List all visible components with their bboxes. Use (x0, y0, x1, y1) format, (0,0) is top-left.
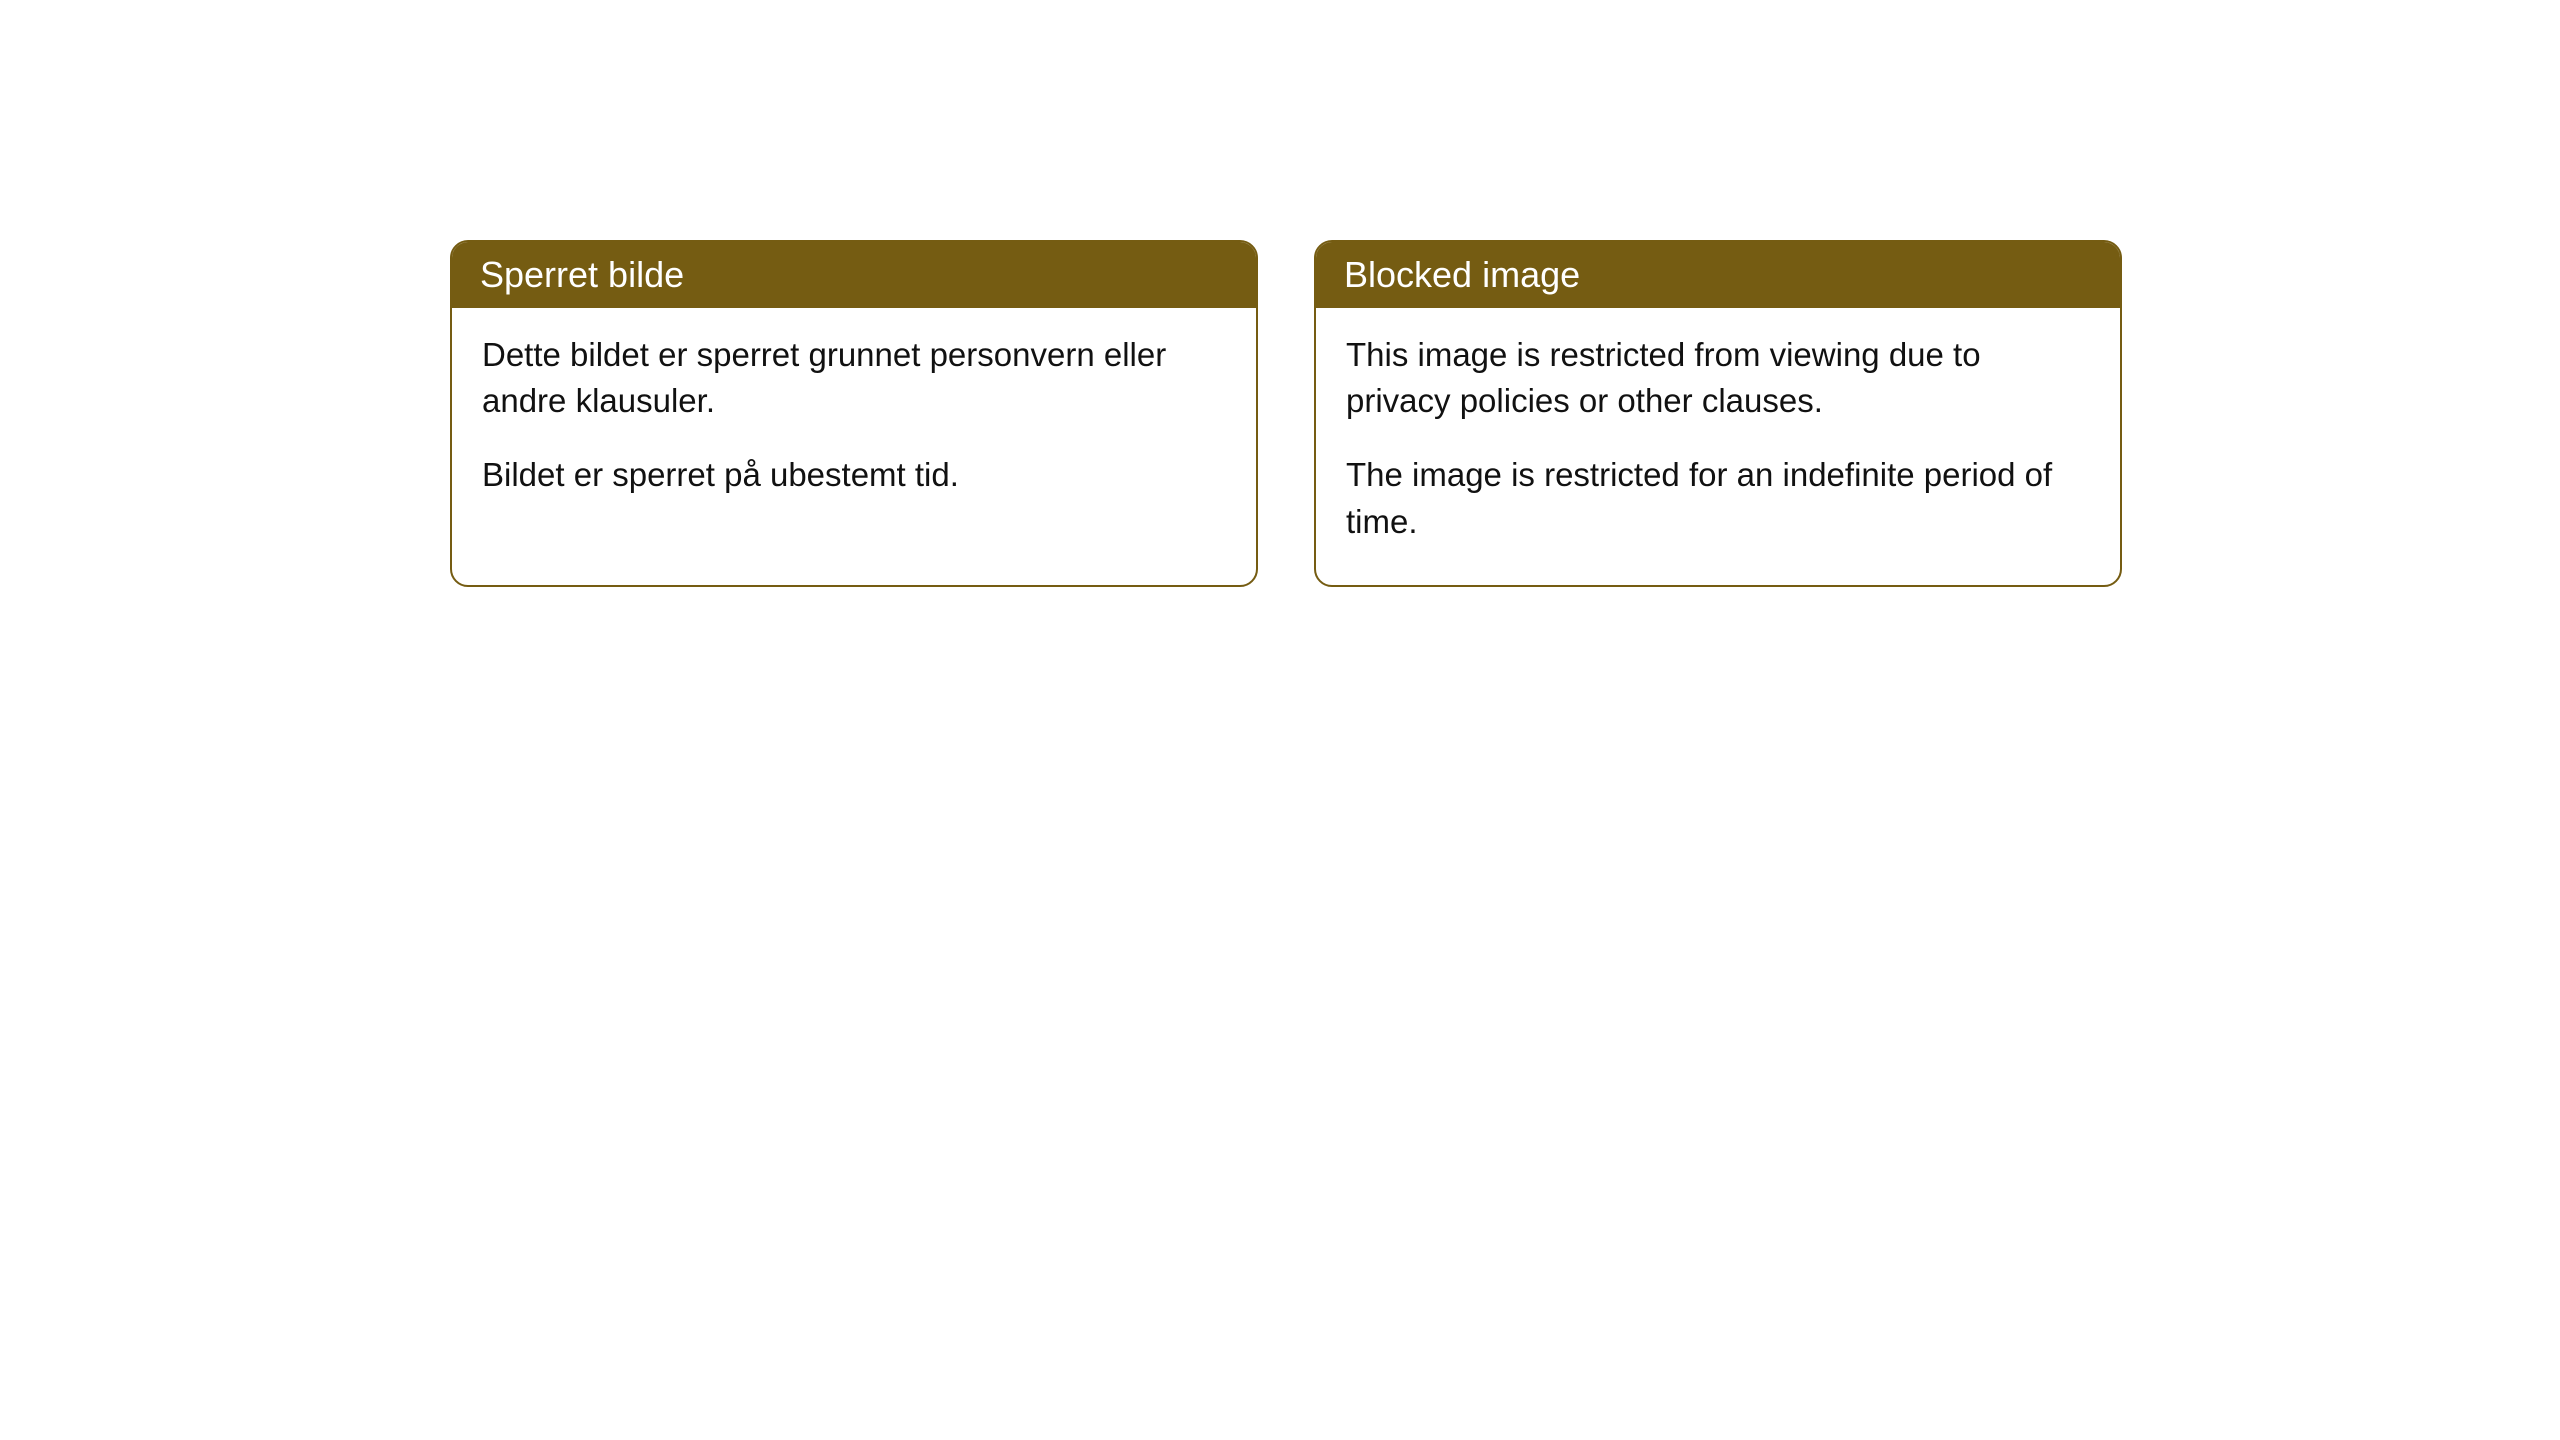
notice-header-norwegian: Sperret bilde (452, 242, 1256, 308)
notice-paragraph: This image is restricted from viewing du… (1346, 332, 2090, 424)
notice-paragraph: The image is restricted for an indefinit… (1346, 452, 2090, 544)
notice-container: Sperret bilde Dette bildet er sperret gr… (450, 240, 2560, 587)
notice-card-english: Blocked image This image is restricted f… (1314, 240, 2122, 587)
notice-paragraph: Dette bildet er sperret grunnet personve… (482, 332, 1226, 424)
notice-body-english: This image is restricted from viewing du… (1316, 308, 2120, 585)
notice-body-norwegian: Dette bildet er sperret grunnet personve… (452, 308, 1256, 539)
notice-header-english: Blocked image (1316, 242, 2120, 308)
notice-paragraph: Bildet er sperret på ubestemt tid. (482, 452, 1226, 498)
notice-card-norwegian: Sperret bilde Dette bildet er sperret gr… (450, 240, 1258, 587)
